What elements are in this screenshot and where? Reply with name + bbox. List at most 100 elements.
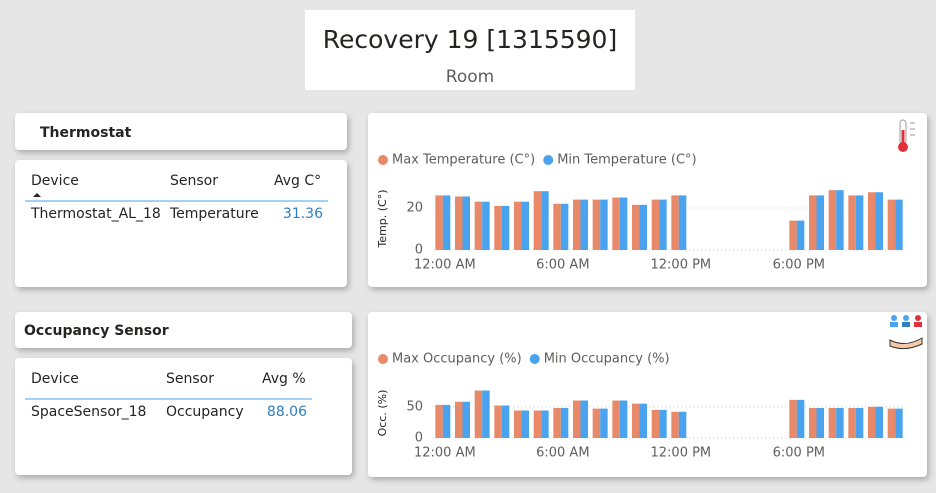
y-axis-title: Occ. (%): [376, 390, 389, 437]
panel-header-card: [15, 113, 347, 150]
table-card: [15, 160, 347, 287]
bar: [671, 195, 679, 250]
table-cell: Thermostat_AL_18: [30, 206, 161, 222]
table-cell: 88.06: [267, 404, 307, 420]
bar: [659, 409, 667, 438]
bar: [521, 201, 529, 250]
bar: [848, 195, 856, 250]
panel-title: Thermostat: [40, 125, 132, 141]
bar: [501, 405, 510, 438]
bar: [836, 408, 844, 438]
bar: [435, 404, 443, 438]
x-tick-label: 12:00 PM: [651, 446, 712, 461]
bar: [651, 409, 660, 438]
bar: [639, 204, 647, 250]
bar: [639, 403, 647, 438]
bar: [435, 195, 443, 250]
column-header: Avg C°: [274, 173, 321, 189]
title-card: [305, 10, 635, 90]
x-tick-label: 12:00 AM: [414, 258, 476, 273]
y-tick-label: 20: [406, 201, 423, 216]
bar: [580, 199, 588, 250]
bar: [514, 410, 522, 438]
bar: [455, 401, 463, 438]
y-tick-label: 50: [406, 399, 423, 414]
bar: [678, 411, 687, 438]
sort-arrow: [33, 193, 41, 197]
bar: [494, 405, 502, 438]
legend-marker: [543, 155, 554, 165]
legend-marker: [529, 354, 540, 364]
bar: [521, 410, 529, 438]
page-subtitle: Room: [446, 67, 494, 87]
bar: [541, 410, 549, 438]
bar: [895, 408, 903, 438]
bar: [855, 195, 864, 250]
bar: [796, 399, 805, 438]
bar: [442, 404, 451, 438]
x-tick-label: 6:00 AM: [536, 446, 589, 461]
bar: [651, 199, 660, 250]
x-tick-label: 6:00 PM: [773, 258, 825, 273]
bar: [474, 390, 483, 438]
thermometer-icon: [898, 119, 915, 152]
bar: [553, 408, 561, 438]
bar: [553, 203, 561, 250]
bar: [462, 196, 470, 250]
bar: [895, 199, 903, 250]
bar: [501, 205, 510, 250]
bar: [573, 199, 581, 250]
x-tick-label: 6:00 PM: [773, 446, 825, 461]
bar: [868, 406, 876, 438]
bar: [789, 399, 797, 438]
table-cell: Occupancy: [166, 404, 244, 420]
x-tick-label: 12:00 PM: [651, 258, 712, 273]
bar: [868, 192, 876, 250]
bar: [671, 411, 679, 438]
bar: [659, 199, 667, 250]
bar: [533, 410, 542, 438]
bar: [592, 199, 601, 250]
bar: [875, 406, 883, 438]
table-card: [15, 358, 352, 475]
bar: [600, 408, 608, 438]
bar: [541, 191, 549, 250]
bar: [474, 201, 483, 250]
panel-title: Occupancy Sensor: [24, 323, 169, 339]
bar: [809, 195, 817, 250]
bar: [855, 408, 864, 438]
legend-label: Min Temperature (C°): [557, 153, 696, 168]
column-header: Device: [31, 371, 79, 387]
bar: [612, 197, 620, 250]
legend-marker: [378, 155, 388, 165]
column-header: Device: [31, 173, 79, 189]
bar: [592, 408, 601, 438]
x-tick-label: 12:00 AM: [414, 446, 476, 461]
table-cell: Temperature: [169, 206, 259, 222]
x-tick-label: 6:00 AM: [536, 258, 589, 273]
bar: [828, 408, 837, 438]
column-header: Sensor: [170, 173, 218, 189]
bar: [482, 390, 490, 438]
column-header: Sensor: [166, 371, 214, 387]
legend-label: Max Occupancy (%): [392, 352, 522, 367]
bar: [809, 408, 817, 438]
bar: [619, 400, 628, 438]
bar: [560, 408, 569, 438]
page-title: Recovery 19 [1315590]: [323, 25, 617, 54]
occupancy-icon: [889, 315, 923, 350]
bar: [533, 191, 542, 250]
bar: [612, 400, 620, 438]
table-cell: SpaceSensor_18: [31, 404, 146, 420]
bar: [678, 195, 687, 250]
bar: [887, 199, 896, 250]
bar: [848, 408, 856, 438]
legend-label: Max Temperature (C°): [392, 153, 535, 168]
column-header: Avg %: [262, 371, 306, 387]
bar: [887, 408, 896, 438]
bar: [600, 199, 608, 250]
bar: [560, 203, 569, 250]
y-tick-label: 0: [415, 243, 423, 258]
bar: [816, 195, 824, 250]
